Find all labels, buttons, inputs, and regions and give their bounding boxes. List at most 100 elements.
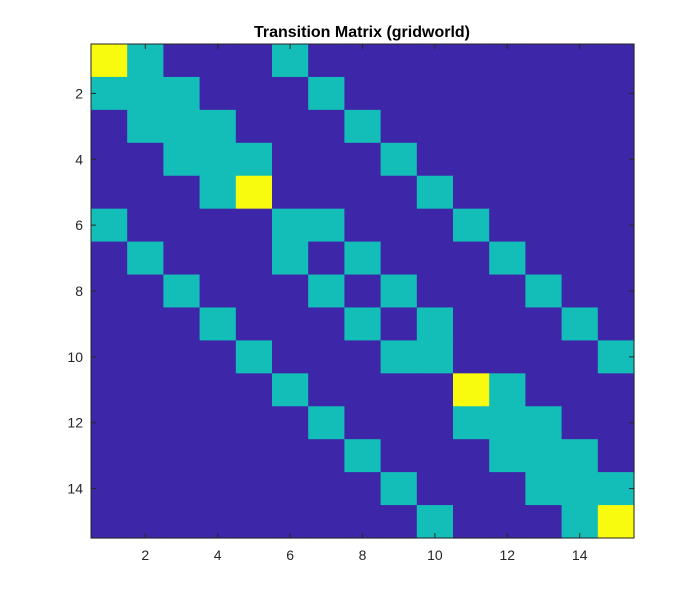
heatmap-cell (127, 307, 164, 341)
heatmap-cell (416, 274, 454, 309)
heatmap-cell (416, 175, 454, 210)
heatmap-cell (272, 142, 309, 177)
heatmap-cell (416, 406, 454, 440)
heatmap-cell (597, 241, 635, 276)
heatmap-cell (127, 274, 164, 309)
heatmap-cell (380, 439, 418, 473)
heatmap-cell (344, 241, 382, 276)
heatmap-cell (453, 406, 490, 440)
heatmap-cell (163, 307, 201, 341)
heatmap-cell (127, 340, 164, 374)
heatmap-cell (561, 241, 599, 276)
heatmap-cell (380, 241, 418, 276)
heatmap-cell (308, 406, 345, 440)
heatmap-cell (561, 142, 599, 177)
heatmap-cell (453, 241, 490, 276)
heatmap-cell (489, 208, 526, 243)
heatmap-cell (489, 76, 526, 111)
heatmap-cell (561, 439, 599, 473)
heatmap-cell (416, 208, 454, 243)
heatmap-cells (91, 44, 635, 539)
heatmap-cell (127, 109, 164, 144)
heatmap-cell (344, 76, 382, 111)
heatmap-cell (489, 472, 526, 506)
heatmap-cell (91, 340, 128, 374)
heatmap-cell (235, 142, 273, 177)
heatmap-cell (308, 175, 345, 210)
heatmap-cell (380, 472, 418, 506)
heatmap-cell (235, 109, 273, 144)
heatmap-cell (199, 109, 237, 144)
heatmap-cell (199, 274, 237, 309)
heatmap-cell (525, 175, 563, 210)
y-tick-label: 6 (75, 217, 83, 233)
heatmap-cell (561, 340, 599, 374)
heatmap-cell (163, 76, 201, 111)
heatmap-cell (235, 340, 273, 374)
heatmap-cell (344, 406, 382, 440)
heatmap-cell (91, 109, 128, 144)
heatmap-cell (235, 307, 273, 341)
heatmap-cell (489, 439, 526, 473)
heatmap-cell (308, 472, 345, 506)
heatmap-cell (380, 44, 418, 78)
x-tick-label: 2 (141, 547, 149, 563)
heatmap-cell (597, 208, 635, 243)
heatmap-cell (416, 76, 454, 111)
heatmap-cell (91, 406, 128, 440)
heatmap-cell (489, 373, 526, 407)
heatmap-cell (127, 44, 164, 78)
heatmap-cell (453, 208, 490, 243)
heatmap-cell (453, 274, 490, 309)
heatmap-cell (561, 208, 599, 243)
heatmap-cell (561, 44, 599, 78)
heatmap-cell (380, 175, 418, 210)
heatmap-cell (561, 109, 599, 144)
heatmap-cell (416, 373, 454, 407)
heatmap-cell (235, 373, 273, 407)
heatmap-cell (453, 142, 490, 177)
y-tick-label: 14 (67, 481, 83, 497)
heatmap-cell (489, 241, 526, 276)
heatmap-cell (91, 505, 128, 539)
heatmap-cell (380, 307, 418, 341)
heatmap-cell (416, 340, 454, 374)
heatmap-cell (127, 142, 164, 177)
heatmap-cell (561, 373, 599, 407)
heatmap-cell (127, 76, 164, 111)
heatmap-cell (489, 406, 526, 440)
heatmap-cell (344, 109, 382, 144)
heatmap-cell (380, 142, 418, 177)
heatmap-cell (308, 44, 345, 78)
heatmap-cell (199, 241, 237, 276)
heatmap-cell (489, 44, 526, 78)
heatmap-cell (91, 241, 128, 276)
heatmap-cell (597, 373, 635, 407)
heatmap-cell (597, 175, 635, 210)
heatmap-cell (127, 373, 164, 407)
heatmap-cell (163, 274, 201, 309)
x-tick-label: 6 (286, 547, 294, 563)
heatmap-cell (597, 109, 635, 144)
heatmap-cell (272, 76, 309, 111)
heatmap-cell (163, 44, 201, 78)
heatmap-cell (380, 373, 418, 407)
heatmap-cell (272, 274, 309, 309)
heatmap-cell (163, 175, 201, 210)
heatmap-cell (489, 274, 526, 309)
heatmap-cell (199, 373, 237, 407)
heatmap-cell (453, 76, 490, 111)
heatmap-cell (91, 208, 128, 243)
heatmap-cell (235, 505, 273, 539)
heatmap-cell (308, 439, 345, 473)
heatmap-cell (272, 175, 309, 210)
heatmap-cell (525, 44, 563, 78)
heatmap-cell (416, 307, 454, 341)
heatmap-cell (344, 142, 382, 177)
heatmap-cell (453, 505, 490, 539)
heatmap-cell (235, 439, 273, 473)
heatmap-cell (235, 76, 273, 111)
heatmap-cell (91, 373, 128, 407)
heatmap-cell (489, 142, 526, 177)
